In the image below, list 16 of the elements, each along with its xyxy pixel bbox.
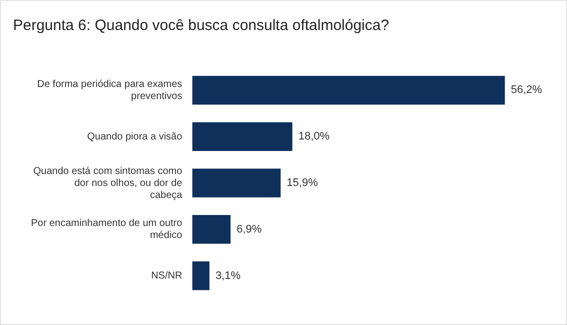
- y-tick-label: De forma periódica para exames preventivos: [37, 78, 182, 102]
- data-label: 18,0%: [298, 130, 330, 143]
- chart-title: Pergunta 6: Quando você busca consulta oftalmológica?: [13, 17, 390, 34]
- data-label: 6,9%: [236, 223, 262, 236]
- data-label: 3,1%: [215, 270, 241, 282]
- data-label: 56,2%: [510, 84, 542, 96]
- bar: [192, 215, 231, 244]
- y-tick-label: NS/NR: [151, 270, 182, 282]
- bar: [192, 168, 281, 198]
- y-tick-label: Quando piora a visão: [87, 131, 183, 142]
- data-label: 15,9%: [286, 177, 318, 190]
- bar: [192, 261, 210, 290]
- y-tick-label: Quando está com sintomas como dor nos olhos, ou dor de cabeça: [33, 166, 183, 201]
- y-tick-label: Por encaminhamento de um outro médico: [30, 218, 183, 242]
- bar: [192, 122, 292, 151]
- bar: [192, 76, 505, 105]
